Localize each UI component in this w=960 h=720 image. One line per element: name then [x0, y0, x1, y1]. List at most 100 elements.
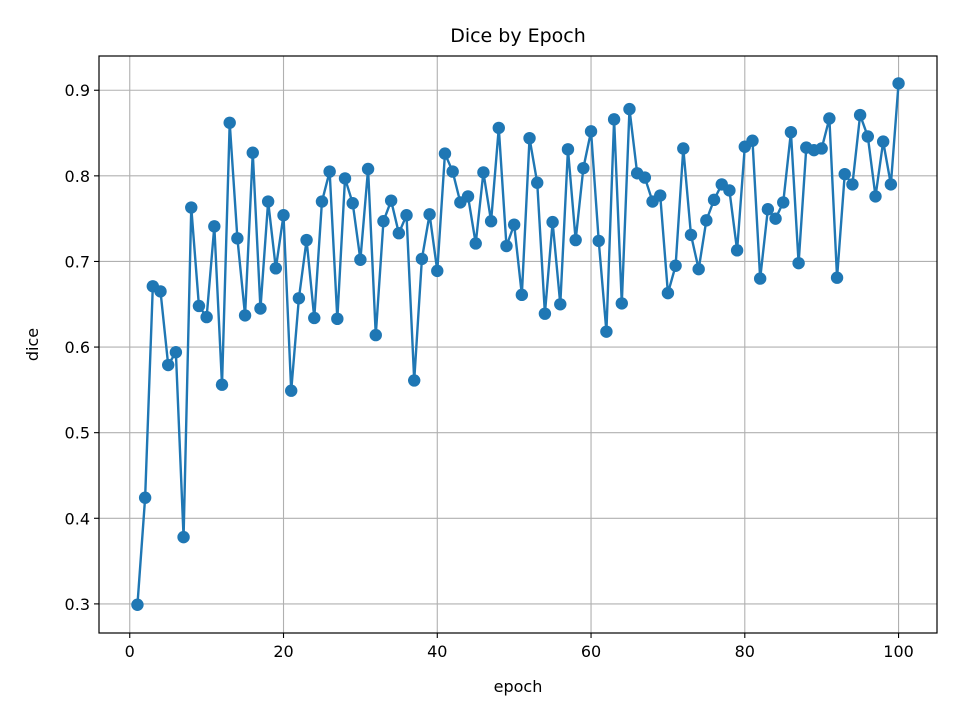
data-point [561, 143, 575, 156]
data-point [677, 142, 690, 155]
data-point [861, 130, 875, 143]
data-point [615, 297, 628, 310]
data-point [892, 77, 905, 90]
data-point [261, 195, 275, 208]
data-point [192, 299, 206, 313]
data-point [200, 310, 213, 324]
data-point [469, 237, 482, 250]
data-point [707, 193, 721, 207]
data-point [384, 194, 398, 207]
data-point [361, 162, 375, 176]
data-point [246, 146, 259, 159]
data-point [169, 346, 183, 359]
data-point [876, 135, 890, 148]
data-point [392, 227, 406, 240]
data-point [592, 234, 605, 248]
plot-frame [98, 55, 938, 634]
data-point [400, 209, 413, 222]
data-point [531, 176, 544, 189]
data-point [815, 142, 828, 155]
y-axis-label: dice [23, 328, 42, 361]
y-tick-label: 0.4 [65, 509, 90, 528]
data-point [554, 298, 567, 311]
data-point [523, 131, 536, 145]
data-point [315, 195, 329, 208]
data-point [838, 167, 851, 181]
data-point [684, 228, 698, 242]
data-point [492, 121, 505, 135]
y-tick-label: 0.8 [65, 167, 90, 186]
data-point [730, 244, 744, 257]
x-tick-label: 0 [125, 642, 135, 661]
data-point [161, 358, 175, 372]
data-point [661, 286, 675, 300]
data-point [846, 178, 859, 191]
data-point [277, 209, 290, 222]
data-point [446, 165, 459, 178]
data-point [431, 264, 444, 278]
x-axis-label: epoch [494, 677, 543, 696]
data-point [323, 165, 336, 178]
data-point [515, 288, 529, 302]
data-point [477, 166, 490, 179]
data-point [746, 134, 759, 147]
data-point [761, 203, 775, 216]
data-point [377, 215, 390, 228]
data-point [269, 262, 283, 275]
x-tick-label: 40 [427, 642, 447, 661]
data-point [308, 311, 321, 325]
data-point [338, 172, 352, 185]
data-point [177, 530, 190, 544]
y-tick-label: 0.5 [65, 424, 90, 443]
data-point [669, 259, 682, 272]
data-point [369, 328, 382, 342]
data-point [438, 147, 452, 160]
data-point [600, 325, 613, 338]
data-point [331, 312, 344, 326]
data-point [700, 214, 713, 227]
data-point [461, 190, 475, 203]
data-point [354, 253, 367, 266]
data-point [423, 208, 436, 221]
data-point [830, 271, 844, 284]
x-tick-label: 100 [883, 642, 914, 661]
y-tick-label: 0.6 [65, 338, 90, 357]
data-point [500, 239, 513, 253]
data-point [638, 171, 652, 184]
data-point [292, 292, 306, 305]
data-point [607, 113, 621, 126]
y-tick-label: 0.3 [65, 595, 90, 614]
data-point [185, 201, 198, 214]
data-point [753, 272, 767, 285]
data-point [223, 116, 236, 129]
data-point [692, 262, 705, 276]
data-point [484, 215, 498, 228]
data-point [138, 491, 152, 504]
x-tick-label: 20 [273, 642, 293, 661]
data-point [654, 189, 667, 202]
data-point [154, 285, 167, 298]
y-tick-label: 0.7 [65, 252, 90, 271]
data-point [507, 218, 521, 231]
data-point [853, 108, 867, 122]
data-point [546, 215, 559, 229]
data-point [285, 384, 298, 397]
x-tick-label: 60 [581, 642, 601, 661]
series-layer [131, 77, 905, 611]
data-point [577, 161, 590, 175]
y-tick-label: 0.9 [65, 81, 90, 100]
data-point [823, 112, 836, 125]
data-point [131, 598, 144, 611]
data-point [408, 374, 421, 387]
x-tick-label: 80 [735, 642, 755, 661]
data-point [777, 196, 790, 209]
data-point [538, 307, 552, 320]
data-point [869, 190, 882, 203]
data-point [208, 220, 221, 233]
data-point [346, 197, 359, 210]
data-point [415, 252, 429, 266]
data-point [723, 184, 736, 197]
